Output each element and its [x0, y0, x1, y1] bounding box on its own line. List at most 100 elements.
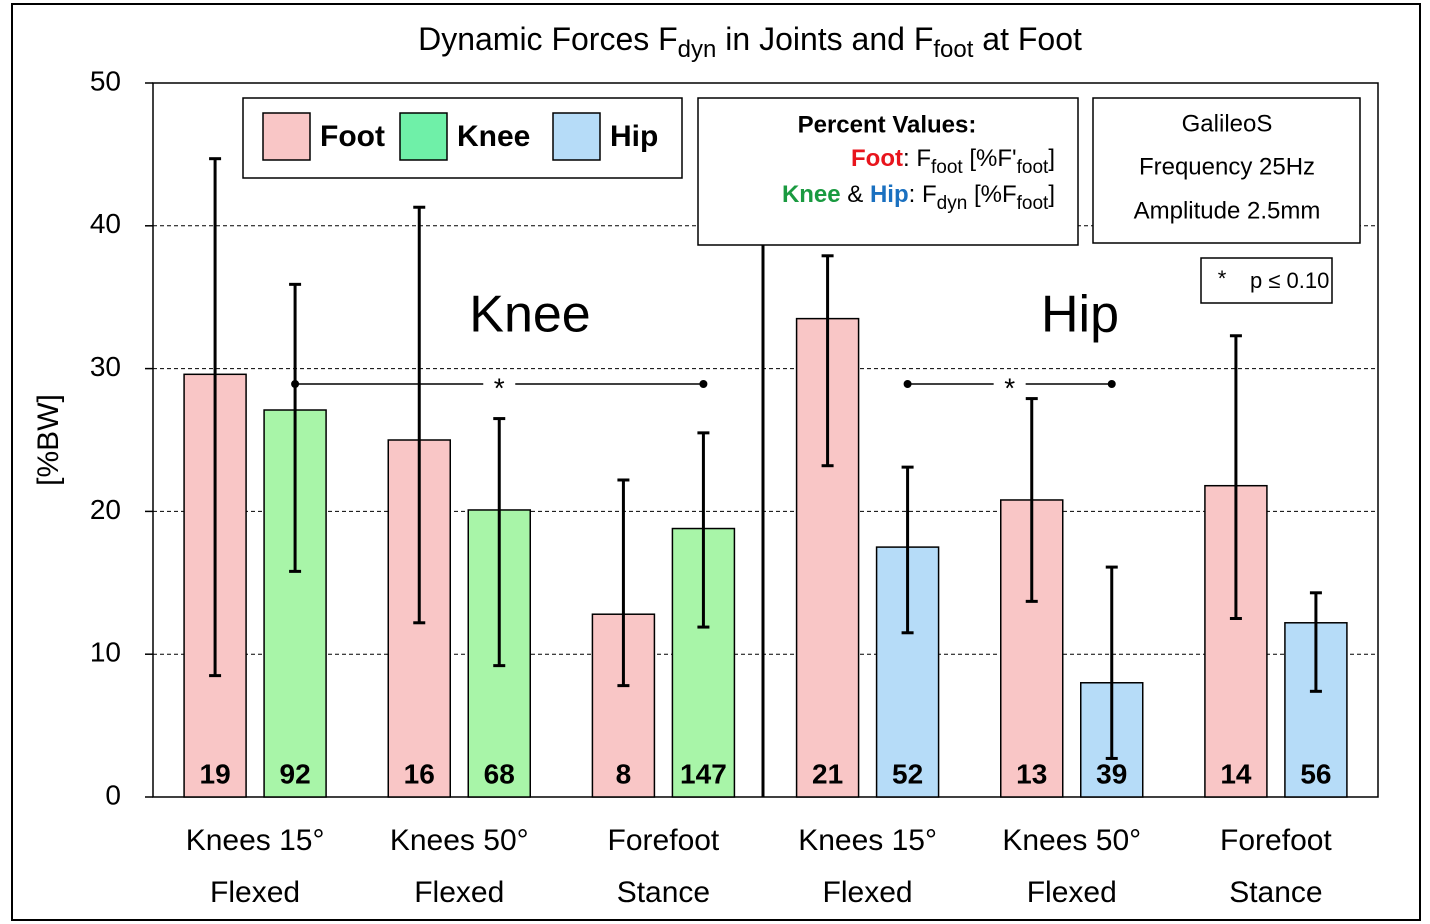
significance-text: p ≤ 0.10 [1250, 268, 1329, 293]
plot-frame [152, 82, 1379, 798]
note-sub: foot [931, 157, 963, 178]
title-sub: dyn [678, 36, 717, 63]
x-tick-label: Knees 50° [1002, 824, 1141, 857]
note-series: Knee [782, 181, 841, 208]
legend-label: Knee [457, 120, 530, 153]
note-sub: dyn [937, 193, 968, 214]
data-label: 13 [1016, 758, 1047, 789]
error-bar [697, 431, 710, 629]
x-tick-label: Flexed [1027, 876, 1117, 909]
settings-box: GalileoS Frequency 25Hz Amplitude 2.5mm [1092, 97, 1361, 244]
significance-star: * [1218, 266, 1227, 291]
significance-bracket: * [291, 372, 708, 403]
error-bar [413, 205, 426, 625]
x-tick-label: Forefoot [1220, 824, 1332, 857]
error-bar [1229, 334, 1242, 620]
bracket-end [1107, 380, 1116, 388]
y-tick-label: 20 [90, 494, 121, 525]
note-text: : F [903, 145, 931, 172]
y-tick-label: 30 [90, 351, 121, 382]
note-line: Foot: Ffoot [%F'foot] [851, 145, 1055, 178]
data-label: 147 [680, 758, 727, 789]
data-label: 52 [892, 758, 923, 789]
note-text: ] [1048, 181, 1055, 208]
bracket-end [699, 380, 708, 388]
x-tick-label: Knees 50° [390, 824, 529, 857]
legend-swatch [552, 112, 601, 161]
section-label: Knee [469, 286, 590, 344]
note-sub: foot [1017, 193, 1049, 214]
legend-swatch [399, 112, 448, 161]
data-label: 39 [1096, 758, 1127, 789]
outer-frame [11, 3, 1421, 921]
data-label: 8 [616, 758, 632, 789]
error-bar [1309, 591, 1322, 693]
error-bar [209, 157, 222, 678]
x-tick-label: Knees 15° [186, 824, 325, 857]
legend-swatch [262, 112, 311, 161]
data-label: 14 [1220, 758, 1252, 789]
significance-bracket: * [903, 372, 1116, 403]
note-text: [%F [967, 181, 1016, 208]
note-text: [%F' [963, 145, 1017, 172]
title-part: Dynamic Forces F [418, 21, 678, 57]
x-tick-label: Flexed [823, 876, 913, 909]
x-tick-label: Flexed [210, 876, 300, 909]
y-tick-label: 40 [90, 208, 121, 239]
title-part: in Joints and F [716, 21, 933, 57]
settings-line: Frequency 25Hz [1139, 153, 1315, 180]
note-text: & [841, 181, 870, 208]
title-sub: foot [933, 36, 973, 63]
data-label: 92 [280, 758, 311, 789]
significance-label: * [494, 372, 505, 403]
error-bar [821, 254, 834, 468]
significance-label: * [1004, 372, 1015, 403]
x-tick-label: Stance [1229, 876, 1322, 909]
error-bar [617, 478, 630, 688]
note-series: Foot [851, 145, 903, 172]
settings-line: GalileoS [1182, 110, 1273, 137]
percent-values-box: Percent Values: Foot: Ffoot [%F'foot] Kn… [697, 97, 1079, 246]
x-tick-label: Flexed [414, 876, 504, 909]
y-axis-label: [%BW] [32, 394, 65, 486]
significance-frame [1200, 257, 1333, 304]
data-label: 68 [484, 758, 515, 789]
x-tick-label: Stance [617, 876, 710, 909]
error-bar [1025, 397, 1038, 603]
y-tick-label: 10 [90, 637, 121, 668]
legend: Foot Knee Hip [242, 97, 683, 179]
settings-frame [1092, 97, 1361, 244]
note-text: ] [1048, 145, 1055, 172]
data-label: 21 [812, 758, 843, 789]
plot-area: 0 10 20 30 40 50 Knee Hip Knees 15° Flexed Knees 5… [90, 65, 1379, 909]
significance-note: * p ≤ 0.10 [1200, 257, 1333, 304]
data-label: 16 [404, 758, 435, 789]
note-series: Hip [870, 181, 909, 208]
chart-title: Dynamic Forces Fdyn in Joints and Ffoot … [418, 21, 1082, 63]
error-bar [289, 282, 302, 573]
note-line: Knee & Hip: Fdyn [%Ffoot] [782, 181, 1055, 214]
error-bar [1105, 565, 1118, 760]
bracket-end [903, 380, 912, 388]
note-text: : F [909, 181, 937, 208]
error-bar [901, 465, 914, 635]
data-label: 56 [1300, 758, 1331, 789]
y-tick-label: 0 [105, 779, 121, 810]
legend-box [242, 97, 683, 179]
note-box [697, 97, 1079, 246]
legend-items: Foot Knee Hip [262, 112, 658, 161]
x-tick-label: Knees 15° [798, 824, 937, 857]
settings-line: Amplitude 2.5mm [1134, 197, 1321, 224]
error-bar [493, 417, 506, 668]
bracket-end [291, 380, 300, 388]
data-label: 19 [200, 758, 231, 789]
note-title: Percent Values: [798, 111, 977, 138]
title-part: at Foot [973, 21, 1082, 57]
x-tick-label: Forefoot [608, 824, 720, 857]
note-sub: foot [1017, 157, 1049, 178]
section-label: Hip [1041, 286, 1119, 344]
legend-label: Foot [320, 120, 385, 153]
legend-label: Hip [610, 120, 658, 153]
y-tick-label: 50 [90, 65, 121, 96]
